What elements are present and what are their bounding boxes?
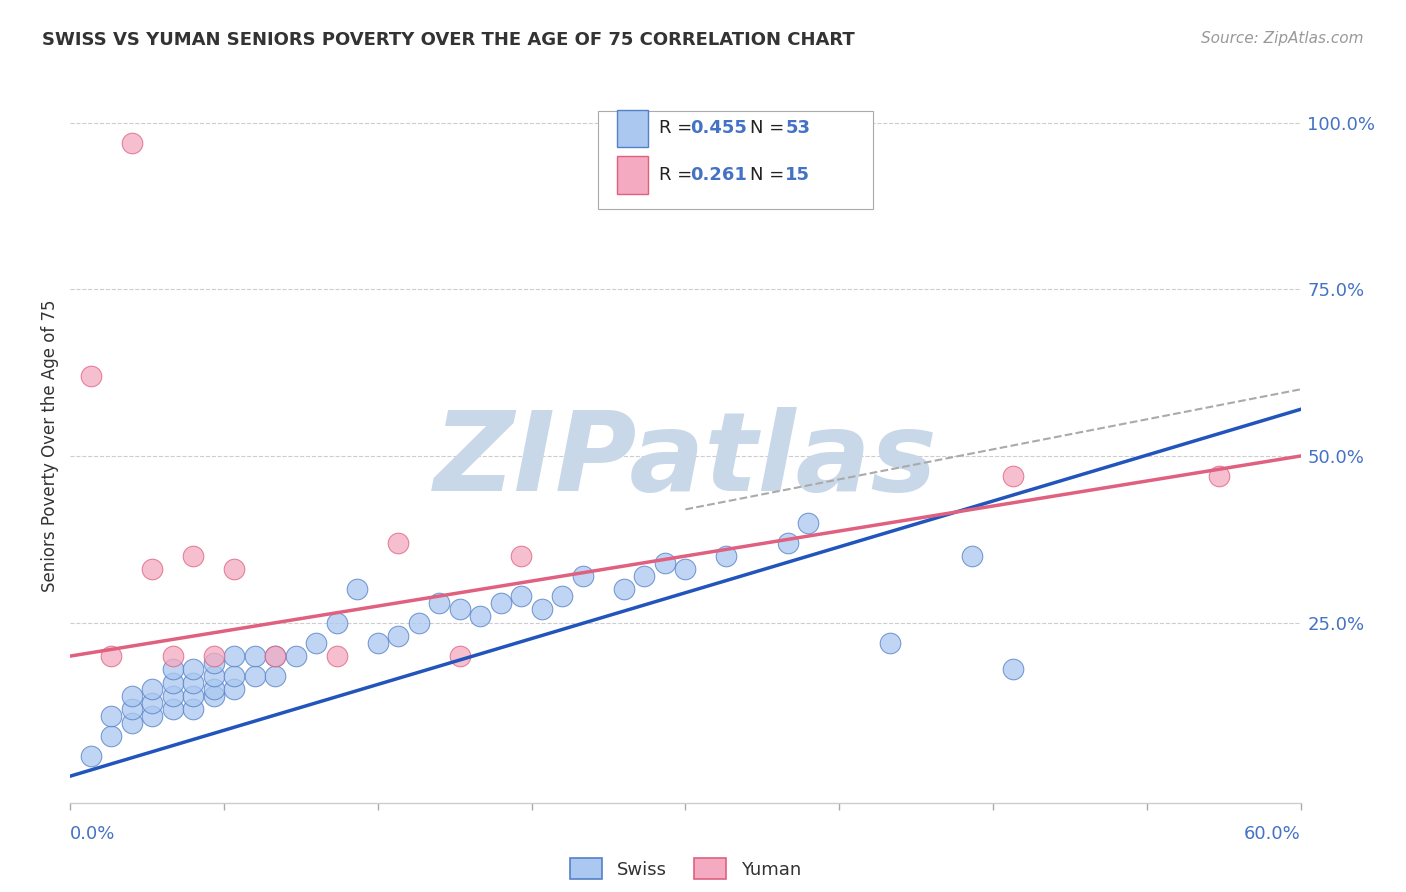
Point	[326, 615, 349, 630]
Text: Source: ZipAtlas.com: Source: ZipAtlas.com	[1201, 31, 1364, 46]
Point	[183, 662, 205, 676]
Point	[510, 589, 533, 603]
Point	[613, 582, 636, 597]
Point	[183, 675, 205, 690]
Point	[387, 629, 409, 643]
Text: SWISS VS YUMAN SENIORS POVERTY OVER THE AGE OF 75 CORRELATION CHART: SWISS VS YUMAN SENIORS POVERTY OVER THE …	[42, 31, 855, 49]
Point	[121, 136, 143, 150]
Text: 15: 15	[786, 166, 810, 184]
Text: 60.0%: 60.0%	[1244, 825, 1301, 843]
Legend: Swiss, Yuman: Swiss, Yuman	[562, 851, 808, 887]
Point	[264, 649, 287, 664]
Point	[1002, 469, 1025, 483]
Point	[121, 702, 143, 716]
Point	[243, 669, 266, 683]
Point	[141, 696, 163, 710]
Point	[162, 662, 184, 676]
Point	[879, 636, 901, 650]
Point	[202, 649, 225, 664]
Point	[100, 649, 122, 664]
Point	[716, 549, 738, 563]
Point	[202, 669, 225, 683]
Point	[449, 649, 471, 664]
Point	[367, 636, 389, 650]
Point	[387, 535, 409, 549]
Point	[633, 569, 655, 583]
Point	[224, 669, 246, 683]
Point	[264, 669, 287, 683]
Point	[100, 709, 122, 723]
Point	[162, 649, 184, 664]
Point	[162, 702, 184, 716]
Text: ZIPatlas: ZIPatlas	[433, 407, 938, 514]
Point	[572, 569, 595, 583]
Point	[530, 602, 553, 616]
Point	[121, 715, 143, 730]
Point	[183, 689, 205, 703]
Text: 0.455: 0.455	[690, 120, 747, 137]
Point	[675, 562, 697, 576]
Point	[141, 682, 163, 697]
Point	[489, 596, 512, 610]
Point	[121, 689, 143, 703]
Point	[202, 689, 225, 703]
Point	[162, 689, 184, 703]
Point	[305, 636, 328, 650]
Point	[224, 649, 246, 664]
Point	[202, 656, 225, 670]
Text: R =: R =	[659, 166, 697, 184]
Point	[776, 535, 799, 549]
Point	[80, 749, 103, 764]
Text: R =: R =	[659, 120, 697, 137]
Point	[162, 675, 184, 690]
Text: 0.0%: 0.0%	[70, 825, 115, 843]
Point	[264, 649, 287, 664]
Point	[183, 702, 205, 716]
Text: 53: 53	[786, 120, 810, 137]
Point	[100, 729, 122, 743]
Point	[141, 562, 163, 576]
Point	[224, 682, 246, 697]
Point	[224, 562, 246, 576]
Point	[1208, 469, 1230, 483]
Point	[470, 609, 492, 624]
Point	[183, 549, 205, 563]
Point	[141, 709, 163, 723]
Point	[284, 649, 307, 664]
Point	[408, 615, 430, 630]
Point	[202, 682, 225, 697]
Text: N =: N =	[751, 120, 790, 137]
Point	[551, 589, 574, 603]
Point	[326, 649, 349, 664]
Point	[346, 582, 368, 597]
Point	[449, 602, 471, 616]
Text: N =: N =	[751, 166, 790, 184]
Point	[962, 549, 984, 563]
Point	[243, 649, 266, 664]
Point	[797, 516, 820, 530]
Y-axis label: Seniors Poverty Over the Age of 75: Seniors Poverty Over the Age of 75	[41, 300, 59, 592]
Point	[654, 556, 676, 570]
Text: 0.261: 0.261	[690, 166, 747, 184]
Point	[80, 368, 103, 383]
Point	[510, 549, 533, 563]
Point	[429, 596, 451, 610]
Point	[1002, 662, 1025, 676]
